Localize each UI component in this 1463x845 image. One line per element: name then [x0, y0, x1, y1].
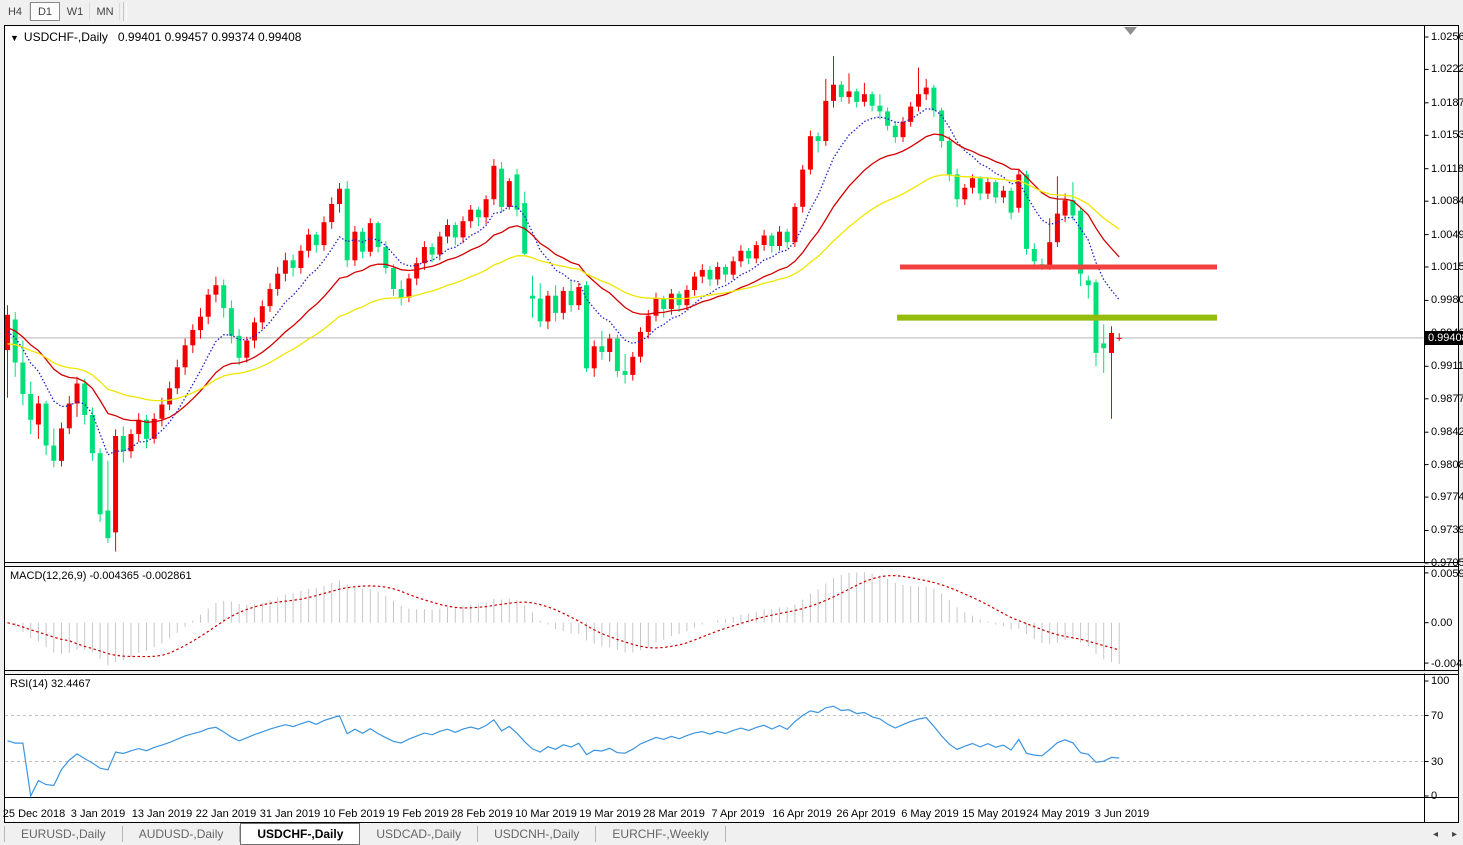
rsi-label: RSI(14) 32.4467 — [10, 678, 91, 690]
rsi-axis-label: 30 — [1431, 755, 1444, 768]
rsi-axis-label: 70 — [1431, 709, 1444, 722]
time-axis-label: 31 Jan 2019 — [259, 808, 321, 820]
chart-tab-usdcad[interactable]: USDCAD-,Daily — [360, 826, 479, 842]
timeframe-button-h4[interactable]: H4 — [0, 2, 30, 21]
price-axis-label: 1.02220 — [1431, 63, 1463, 76]
time-axis-label: 10 Mar 2019 — [515, 808, 577, 820]
current-price-tag: 0.99408 — [1425, 330, 1463, 345]
price-axis-label: 1.01530 — [1431, 129, 1463, 142]
timeframe-button-d1[interactable]: D1 — [30, 2, 60, 21]
timeframe-toolbar: H4 D1 W1 MN — [0, 0, 1463, 23]
chart-tab-eurusd[interactable]: EURUSD-,Daily — [4, 826, 123, 842]
time-axis-label: 13 Jan 2019 — [131, 808, 193, 820]
symbol-dropdown-icon[interactable]: ▼ — [10, 33, 19, 43]
timeframe-button-mn[interactable]: MN — [90, 2, 120, 21]
price-axis-label: 1.01180 — [1431, 162, 1463, 175]
time-axis-label: 24 May 2019 — [1026, 808, 1090, 820]
price-axis-label: 1.00840 — [1431, 195, 1463, 208]
time-axis-label: 3 Jan 2019 — [70, 808, 126, 820]
macd-label: MACD(12,26,9) -0.004365 -0.002861 — [10, 570, 192, 582]
price-axis-label: 1.00490 — [1431, 228, 1463, 241]
price-axis-label: 1.02560 — [1431, 30, 1463, 43]
price-axis-label: 1.01870 — [1431, 96, 1463, 109]
time-axis-label: 3 Jun 2019 — [1094, 808, 1150, 820]
chart-title: ▼ USDCHF-,Daily 0.99401 0.99457 0.99374 0.… — [10, 30, 301, 44]
chart-window[interactable]: ▼ USDCHF-,Daily 0.99401 0.99457 0.99374 0.… — [0, 25, 1463, 823]
chart-tab-usdcnh[interactable]: USDCNH-,Daily — [478, 826, 597, 842]
chart-symbol-label: USDCHF-,Daily — [23, 30, 108, 44]
macd-axis-label: 0.005999 — [1431, 568, 1463, 580]
time-axis-label: 19 Feb 2019 — [387, 808, 449, 820]
time-axis-label: 28 Mar 2019 — [643, 808, 705, 820]
chart-tab-eurchf[interactable]: EURCHF-,Weekly — [596, 826, 726, 842]
toolbar-separator — [123, 2, 127, 21]
chart-shift-marker — [1124, 27, 1137, 35]
tab-scroll-right-icon[interactable]: ▸ — [1451, 828, 1457, 840]
chart-quote-line: 0.99401 0.99457 0.99374 0.99408 — [117, 30, 302, 44]
time-axis-label: 19 Mar 2019 — [579, 808, 641, 820]
rsi-axis-label: 100 — [1431, 675, 1450, 687]
time-axis-label: 7 Apr 2019 — [711, 808, 765, 820]
time-axis-label: 6 May 2019 — [901, 808, 959, 820]
chart-tab-bar: EURUSD-,Daily AUDUSD-,Daily USDCHF-,Daily U… — [0, 823, 1463, 845]
time-axis-label: 26 Apr 2019 — [836, 808, 896, 820]
chart-tab-usdchf[interactable]: USDCHF-,Daily — [240, 823, 361, 845]
chart-canvas[interactable] — [0, 25, 1463, 823]
tab-scroll-left-icon[interactable]: ◂ — [1432, 828, 1438, 840]
time-axis-label: 22 Jan 2019 — [195, 808, 257, 820]
time-axis-label: 16 Apr 2019 — [772, 808, 832, 820]
rsi-axis-label: 0 — [1431, 790, 1438, 802]
time-axis-label: 15 May 2019 — [962, 808, 1026, 820]
chart-tab-audusd[interactable]: AUDUSD-,Daily — [123, 826, 241, 842]
time-axis-label: 10 Feb 2019 — [323, 808, 385, 820]
timeframe-button-w1[interactable]: W1 — [60, 2, 90, 21]
macd-axis-label: 0.00 — [1431, 616, 1453, 629]
macd-axis-label: -0.004858 — [1431, 658, 1463, 670]
time-axis-label: 25 Dec 2018 — [2, 808, 66, 820]
chart-tabs: EURUSD-,Daily AUDUSD-,Daily USDCHF-,Daily U… — [0, 823, 726, 845]
tab-scroll-arrows: ◂ ▸ — [1433, 823, 1457, 845]
time-axis-label: 28 Feb 2019 — [451, 808, 513, 820]
